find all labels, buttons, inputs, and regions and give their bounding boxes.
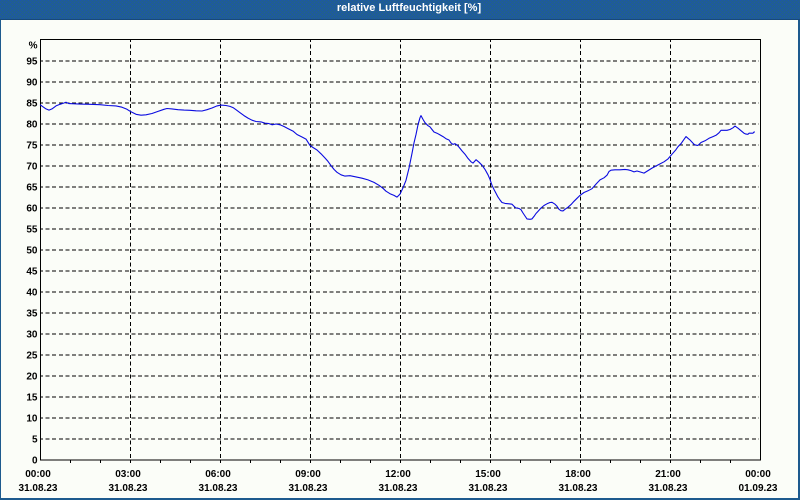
svg-text:03:00: 03:00 (115, 469, 141, 480)
svg-text:50: 50 (26, 246, 38, 257)
svg-text:75: 75 (26, 141, 38, 152)
svg-text:85: 85 (26, 99, 38, 110)
svg-text:31.08.23: 31.08.23 (109, 483, 148, 494)
svg-text:15:00: 15:00 (475, 469, 501, 480)
svg-text:18:00: 18:00 (565, 469, 591, 480)
svg-text:31.08.23: 31.08.23 (649, 483, 688, 494)
svg-text:0: 0 (32, 456, 38, 467)
svg-text:95: 95 (26, 57, 38, 68)
svg-text:70: 70 (26, 162, 38, 173)
svg-text:10: 10 (26, 414, 38, 425)
svg-text:31.08.23: 31.08.23 (199, 483, 238, 494)
svg-text:01.09.23: 01.09.23 (739, 483, 778, 494)
svg-text:20: 20 (26, 372, 38, 383)
svg-text:31.08.23: 31.08.23 (469, 483, 508, 494)
svg-text:40: 40 (26, 288, 38, 299)
svg-text:06:00: 06:00 (205, 469, 231, 480)
svg-text:12:00: 12:00 (385, 469, 411, 480)
svg-text:60: 60 (26, 204, 38, 215)
svg-text:25: 25 (26, 351, 38, 362)
svg-text:%: % (29, 41, 38, 52)
svg-text:00:00: 00:00 (25, 469, 51, 480)
svg-text:31.08.23: 31.08.23 (289, 483, 328, 494)
svg-text:00:00: 00:00 (745, 469, 771, 480)
svg-text:55: 55 (26, 225, 38, 236)
svg-text:30: 30 (26, 330, 38, 341)
svg-text:5: 5 (32, 435, 38, 446)
svg-text:31.08.23: 31.08.23 (19, 483, 58, 494)
svg-text:15: 15 (26, 393, 38, 404)
svg-text:80: 80 (26, 120, 38, 131)
svg-text:09:00: 09:00 (295, 469, 321, 480)
svg-text:31.08.23: 31.08.23 (379, 483, 418, 494)
svg-text:21:00: 21:00 (655, 469, 681, 480)
svg-text:45: 45 (26, 267, 38, 278)
svg-text:35: 35 (26, 309, 38, 320)
svg-text:31.08.23: 31.08.23 (559, 483, 598, 494)
svg-text:65: 65 (26, 183, 38, 194)
svg-text:90: 90 (26, 78, 38, 89)
